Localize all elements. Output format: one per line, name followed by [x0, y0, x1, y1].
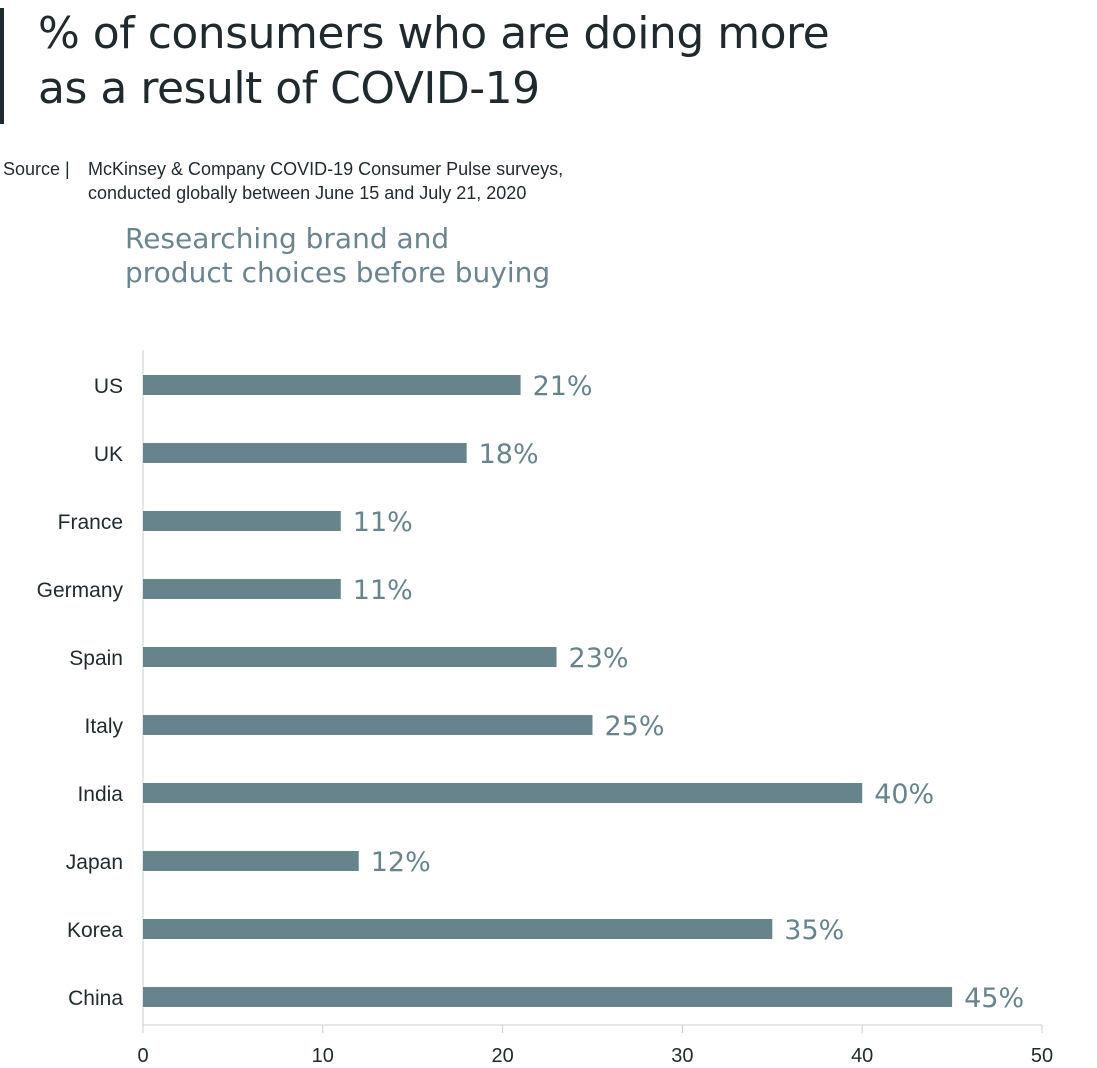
x-tick-label: 10	[312, 1045, 334, 1067]
category-label: China	[68, 987, 123, 1010]
bar	[143, 579, 341, 599]
category-label: Japan	[66, 851, 123, 874]
x-tick-label: 30	[671, 1045, 693, 1067]
x-tick-label: 0	[137, 1045, 148, 1067]
bar	[143, 715, 593, 735]
data-label: 40%	[874, 779, 934, 810]
category-label: India	[77, 783, 123, 806]
data-label: 35%	[784, 915, 844, 946]
chart-title-line-2: product choices before buying	[125, 256, 551, 289]
bar	[143, 647, 557, 667]
data-label: 11%	[353, 575, 413, 606]
source-line-1: McKinsey & Company COVID-19 Consumer Pul…	[88, 159, 564, 179]
data-label: 12%	[371, 847, 431, 878]
category-label: UK	[94, 443, 123, 466]
bar	[143, 919, 773, 939]
data-label: 18%	[479, 439, 539, 470]
source-text: McKinsey & Company COVID-19 Consumer Pul…	[88, 157, 788, 205]
x-tick-label: 20	[491, 1045, 513, 1067]
category-label: Spain	[69, 647, 123, 670]
title-line-2: as a result of COVID-19	[38, 63, 540, 114]
bar	[143, 987, 953, 1007]
category-label: Italy	[84, 715, 123, 738]
title-line-1: % of consumers who are doing more	[38, 8, 830, 59]
bar	[143, 851, 359, 871]
category-label: Korea	[67, 919, 123, 942]
category-label: France	[58, 511, 123, 534]
source-label: Source |	[3, 159, 70, 179]
data-label: 23%	[569, 643, 629, 674]
x-tick-label: 50	[1031, 1045, 1053, 1067]
bar	[143, 511, 341, 531]
chart-title: Researching brand and product choices be…	[125, 222, 725, 290]
category-label: US	[94, 375, 123, 398]
source-line-2: conducted globally between June 15 and J…	[88, 183, 527, 203]
bar	[143, 443, 467, 463]
data-label: 11%	[353, 507, 413, 538]
data-label: 25%	[605, 711, 665, 742]
data-label: 21%	[533, 371, 593, 402]
data-label: 45%	[964, 983, 1024, 1014]
bar	[143, 783, 863, 803]
bar	[143, 375, 521, 395]
chart-title-line-1: Researching brand and	[125, 222, 450, 255]
category-label: Germany	[37, 579, 124, 602]
x-tick-label: 40	[851, 1045, 873, 1067]
page-title: % of consumers who are doing more as a r…	[38, 6, 1038, 116]
title-accent-bar	[0, 8, 4, 124]
